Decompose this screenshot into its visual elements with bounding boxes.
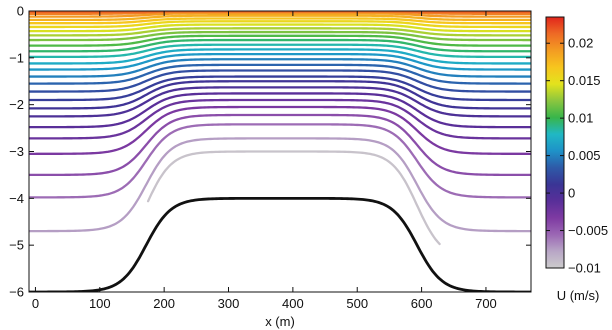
contour-line <box>29 123 531 199</box>
y-tick-label: −6 <box>9 285 24 300</box>
contour-line <box>29 92 531 129</box>
x-axis-ticks: 0 100 200 300 400 500 600 700 <box>32 11 497 311</box>
contour-line <box>29 34 531 47</box>
contour-line <box>29 75 531 102</box>
colorbar-label: U (m/s) <box>557 288 600 303</box>
x-tick-label: 200 <box>153 296 175 311</box>
x-tick-label: 500 <box>346 296 368 311</box>
contour-line <box>29 43 531 59</box>
x-tick-label: 300 <box>218 296 240 311</box>
contour-line <box>146 150 441 246</box>
contour-line <box>29 52 531 71</box>
plot-area: 0 100 200 300 400 500 600 700 0 −1 −2 −3 −4 −5 −6 x (… <box>9 4 532 329</box>
contour-line <box>29 20 531 29</box>
contour-line <box>29 98 531 140</box>
x-tick-label: 600 <box>411 296 433 311</box>
colorbar-tick-label: 0.01 <box>568 111 593 126</box>
y-tick-label: −4 <box>9 191 24 206</box>
contour-line <box>29 48 531 65</box>
contour-line <box>29 23 531 33</box>
y-tick-label: −3 <box>9 144 24 159</box>
colorbar-tick-label: 0.015 <box>568 73 601 88</box>
colorbar-tick-label: −0.01 <box>568 261 601 276</box>
contour-line <box>29 17 531 25</box>
contour-line <box>29 63 531 85</box>
x-axis-label: x (m) <box>265 314 295 329</box>
y-tick-label: 0 <box>17 4 24 19</box>
x-tick-label: 700 <box>475 296 497 311</box>
y-tick-label: −1 <box>9 50 24 65</box>
colorbar: 0.02 0.015 0.01 0.005 0 −0.005 −0.01 U (m/s) <box>545 16 608 303</box>
contour-line <box>29 69 531 93</box>
x-tick-label: 100 <box>89 296 111 311</box>
colorbar-tick-label: 0 <box>568 186 575 201</box>
contour-line <box>29 12 531 18</box>
bottom-profile <box>29 196 531 292</box>
contour-line <box>29 30 531 42</box>
contour-line <box>29 27 531 37</box>
bottom-line <box>29 196 531 292</box>
contour-lines <box>29 11 531 246</box>
colorbar-gradient <box>545 16 565 269</box>
contour-line <box>29 105 531 155</box>
colorbar-tick-label: 0.005 <box>568 148 601 163</box>
colorbar-tick-label: 0.02 <box>568 36 593 51</box>
x-tick-label: 0 <box>32 296 39 311</box>
y-axis-ticks: 0 −1 −2 −3 −4 −5 −6 <box>9 4 531 300</box>
y-tick-label: −2 <box>9 97 24 112</box>
contour-line <box>29 14 531 22</box>
y-tick-label: −5 <box>9 238 24 253</box>
colorbar-ticks: 0.02 0.015 0.01 0.005 0 −0.005 −0.01 <box>546 36 608 276</box>
contour-line <box>29 113 531 177</box>
contour-line <box>29 137 531 233</box>
x-tick-label: 400 <box>282 296 304 311</box>
contour-line <box>29 80 531 110</box>
contour-line <box>29 38 531 53</box>
colorbar-tick-label: −0.005 <box>568 223 608 238</box>
contour-line <box>29 58 531 78</box>
contour-line <box>29 86 531 118</box>
